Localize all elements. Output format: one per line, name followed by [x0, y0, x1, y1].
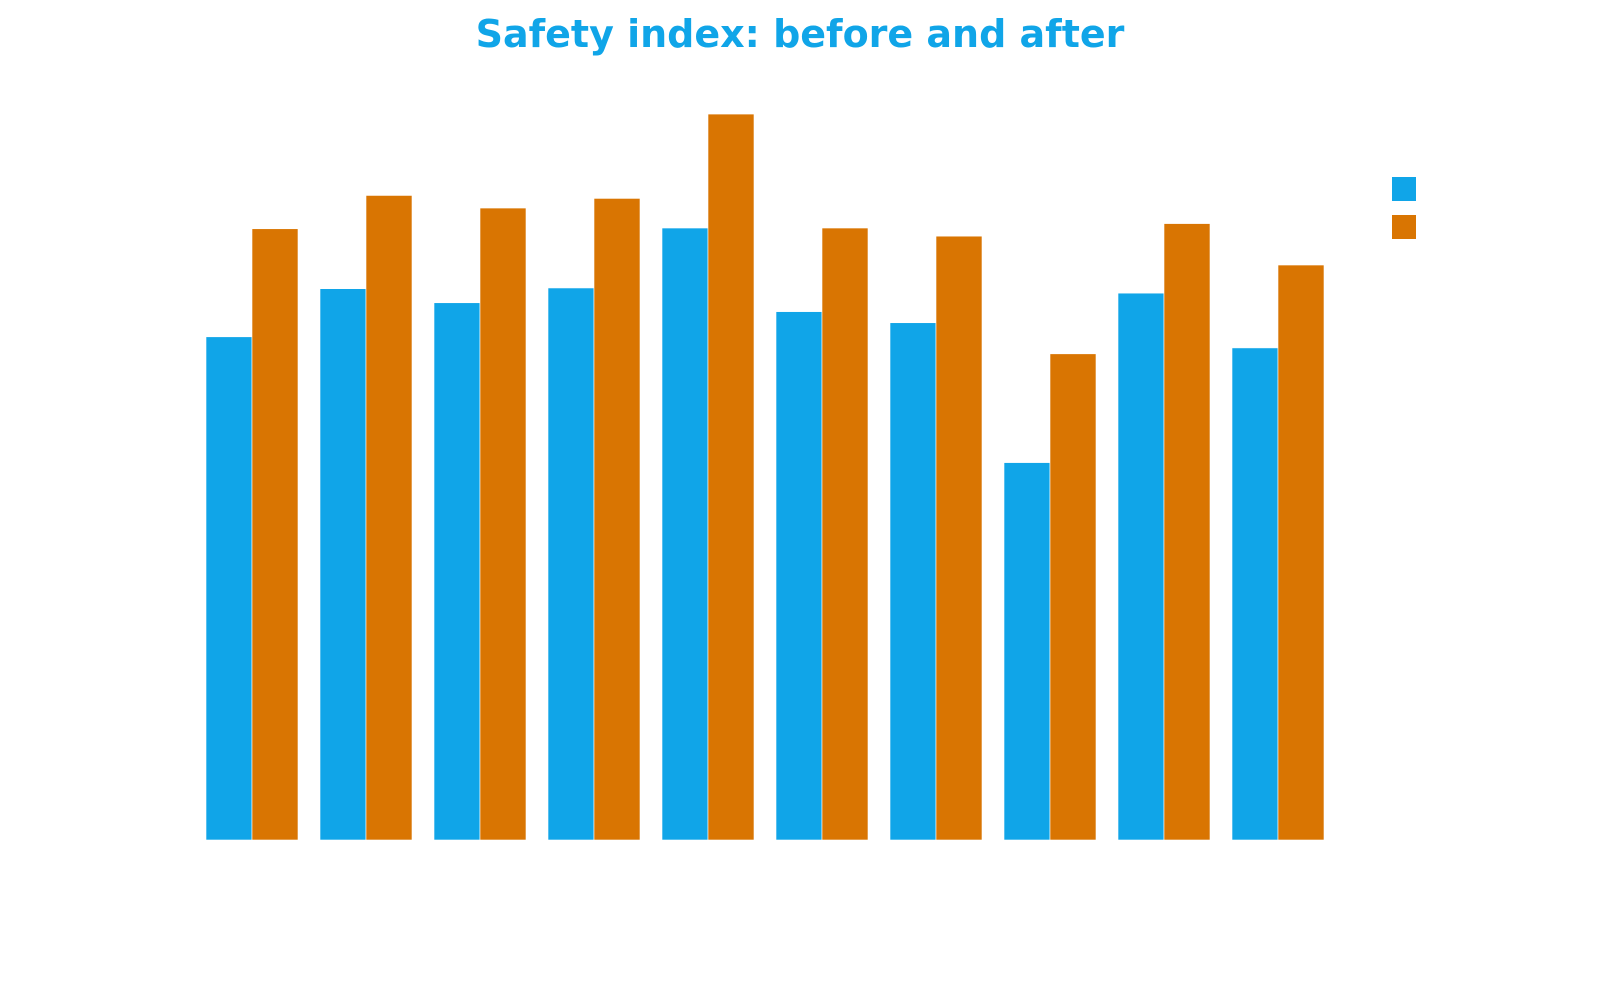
bar-series-1-category-1 — [205, 336, 253, 841]
bar-series-1-category-6 — [775, 311, 823, 841]
bar-series-2-category-8 — [1049, 353, 1097, 841]
bar-series-2-category-6 — [821, 227, 869, 841]
bar-series-2-category-3 — [479, 207, 527, 841]
bar-group — [205, 113, 1325, 841]
bar-series-2-category-9 — [1163, 223, 1211, 841]
bar-series-2-category-4 — [593, 198, 641, 841]
legend — [1392, 177, 1416, 239]
bar-series-1-category-4 — [547, 287, 595, 841]
bar-series-2-category-10 — [1277, 264, 1325, 841]
bar-series-2-category-1 — [251, 228, 299, 841]
bar-series-1-category-2 — [319, 288, 367, 841]
bar-series-1-category-9 — [1117, 292, 1165, 841]
bar-series-2-category-7 — [935, 235, 983, 841]
bar-series-1-category-8 — [1003, 462, 1051, 841]
bar-series-1-category-5 — [661, 227, 709, 841]
bar-series-1-category-7 — [889, 322, 937, 841]
bar-series-1-category-3 — [433, 302, 481, 841]
legend-swatch-series-1 — [1392, 177, 1416, 201]
bar-series-1-category-10 — [1231, 347, 1279, 841]
bar-series-2-category-2 — [365, 195, 413, 841]
bar-series-2-category-5 — [707, 113, 755, 841]
chart-title: Safety index: before and after — [475, 12, 1125, 56]
legend-swatch-series-2 — [1392, 215, 1416, 239]
